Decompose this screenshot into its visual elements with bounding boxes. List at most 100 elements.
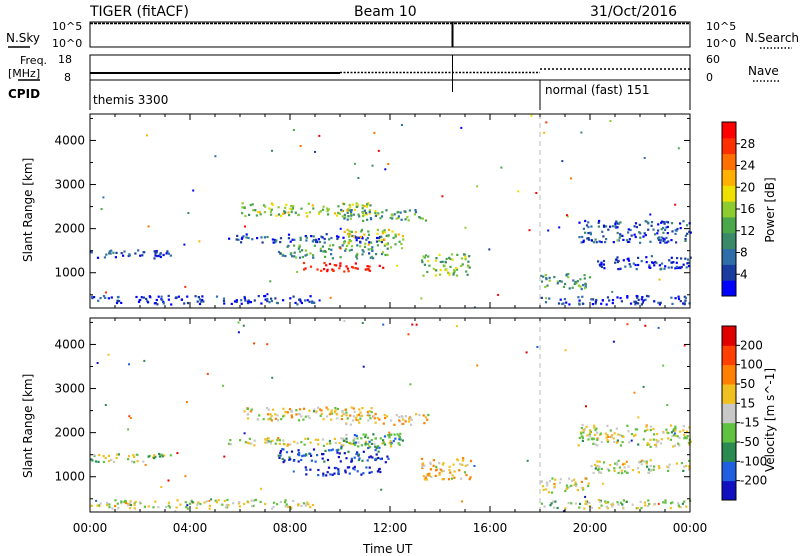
freq-panel-frame [89, 54, 691, 81]
panel-1-echo-region-0 [90, 452, 172, 464]
panel-1-echo-region-8 [420, 457, 473, 481]
panel-1-colorbar-tick-label: -200 [740, 474, 767, 488]
panel-1-colorbar-tick-label: 15 [740, 396, 755, 410]
panel-1-background [90, 318, 690, 512]
panel-0-echo-region-12 [540, 294, 691, 306]
panel-0-ytick-label: 3000 [54, 178, 85, 192]
panel-0-colorbar-segment [722, 185, 736, 202]
panel-0-colorbar-segment [722, 216, 736, 234]
x-tick-label: 20:00 [573, 521, 608, 535]
panel-1-colorbar-tick-label: -15 [740, 416, 760, 430]
x-tick-label: 00:00 [673, 521, 708, 535]
panel-0-echo-region-10 [578, 219, 692, 244]
nave-tick-bottom: 0 [706, 71, 713, 84]
freq-label-line2: [MHz] [8, 67, 41, 80]
x-tick-label: 12:00 [373, 521, 408, 535]
panel-1-ytick-label: 2000 [54, 426, 85, 440]
x-tick-label: 16:00 [473, 521, 508, 535]
panel-0-colorbar-tick-label: 4 [740, 267, 748, 281]
panel-1-colorbar-tick-label: -50 [740, 435, 760, 449]
panel-1-colorbar-tick-label: 100 [740, 358, 763, 372]
nave-tick-top: 60 [706, 53, 720, 66]
panel-0-ytick-label: 1000 [54, 266, 85, 280]
panel-0-colorbar-tick-label: 24 [740, 159, 755, 173]
panel-1-colorbar-segment [722, 403, 736, 424]
panel-1-ytick-label: 3000 [54, 382, 85, 396]
n-search-tick-top: 10^5 [706, 20, 737, 33]
panel-0-colorbar-segment [722, 153, 736, 170]
panel-0-echo-region-1 [91, 294, 316, 306]
panel-0-scatter [100, 114, 680, 309]
panel-0-colorbar-segment [722, 201, 736, 218]
panel-1-echo-region-11 [590, 459, 691, 475]
panel-1-ytick-label: 1000 [54, 470, 85, 484]
panel-1-colorbar-segment [722, 442, 736, 462]
panel-0-echo-region-3 [340, 208, 428, 222]
panel-0-colorbar-segment [722, 169, 736, 186]
panel-1-echo-region-3 [340, 412, 430, 426]
panel-0-colorbar-segment [722, 264, 736, 281]
freq-tick-bottom: 8 [64, 71, 71, 84]
panel-0-colorbar-tick-label: 8 [740, 246, 748, 260]
panel-1-echo-region-7 [340, 432, 404, 450]
n-sky-panel-frame [89, 21, 691, 48]
panel-1-echo-region-12 [540, 498, 692, 510]
n-sky-tick-top: 10^5 [52, 20, 83, 33]
panel-0-echo-region-9 [540, 273, 592, 291]
nave-label: Nave [748, 64, 779, 78]
panel-0-echo-region-7 [342, 228, 405, 246]
panel-1-colorbar-segment [722, 480, 736, 501]
n-search-tick-bottom: 10^0 [706, 37, 737, 50]
panel-0-echo-region-8 [421, 253, 471, 277]
panel-1-echo-region-9 [540, 477, 590, 494]
panel-0-echo-region-6 [302, 261, 385, 273]
panel-1-echo-region-1 [90, 498, 314, 510]
freq-tick-top: 18 [58, 53, 72, 66]
panel-0-echo-region-2 [241, 202, 380, 218]
panel-1-colorbar-segment [722, 345, 736, 366]
panel-1-colorbar-segment [722, 461, 736, 482]
freq-label-line1: Freq. [20, 54, 48, 67]
panel-0-colorbar-segment [722, 137, 736, 155]
panel-0-colorbar-tick-label: 16 [740, 202, 755, 216]
panel-0-colorbar-segment [722, 232, 736, 250]
panel-0-colorbar-tick-label: 20 [740, 180, 755, 194]
panel-1-echo-region-10 [577, 423, 692, 448]
cpid-mode-1: themis 3300 [93, 93, 169, 107]
panel-0-echo-region-5 [277, 244, 393, 260]
cpid-mode-2: normal (fast) 151 [545, 83, 650, 97]
x-tick-label: 04:00 [173, 521, 208, 535]
n-sky-tick-bottom: 10^0 [52, 37, 83, 50]
panel-1-colorbar-frame [721, 325, 737, 501]
panel-1-colorbar-tick-label: -100 [740, 454, 767, 468]
panel-0-echo-region-4 [228, 233, 388, 244]
cpid-label: CPID [8, 87, 41, 101]
panel-0-colorbar-tick-label: 28 [740, 137, 755, 151]
panel-1-echo-region-6 [304, 465, 382, 477]
panel-0-colorbar-segment [722, 248, 736, 265]
beam-label: Beam 10 [354, 4, 417, 20]
panel-1-colorbar-tick-label: 200 [740, 338, 763, 352]
n-search-label: N.Search [745, 31, 800, 45]
panel-1-colorbar-segment [722, 422, 736, 443]
n-sky-label: N.Sky [6, 31, 41, 45]
panel-0-background [90, 114, 690, 308]
x-axis-label: Time UT [363, 542, 413, 556]
date-label: 31/Oct/2016 [590, 4, 678, 20]
panel-1-colorbar-segment [722, 384, 736, 404]
panel-1-colorbar-segment [722, 326, 736, 346]
panel-0-colorbar-tick-label: 12 [740, 224, 755, 238]
panel-1-colorbar-tick-label: 50 [740, 377, 755, 391]
panel-1-ytick-label: 4000 [54, 337, 85, 351]
panel-0-ytick-label: 4000 [54, 133, 85, 147]
x-tick-label: 00:00 [73, 521, 108, 535]
panel-0-echo-region-0 [90, 249, 172, 260]
x-tick-label: 08:00 [273, 521, 308, 535]
panel-0-colorbar-segment [722, 122, 736, 139]
radar-title: TIGER (fitACF) [90, 4, 189, 20]
panel-0-ytick-label: 2000 [54, 222, 85, 236]
panel-1-scatter [95, 319, 686, 513]
panel-0-colorbar-segment [722, 280, 736, 297]
panel-1-colorbar-segment [722, 364, 736, 385]
